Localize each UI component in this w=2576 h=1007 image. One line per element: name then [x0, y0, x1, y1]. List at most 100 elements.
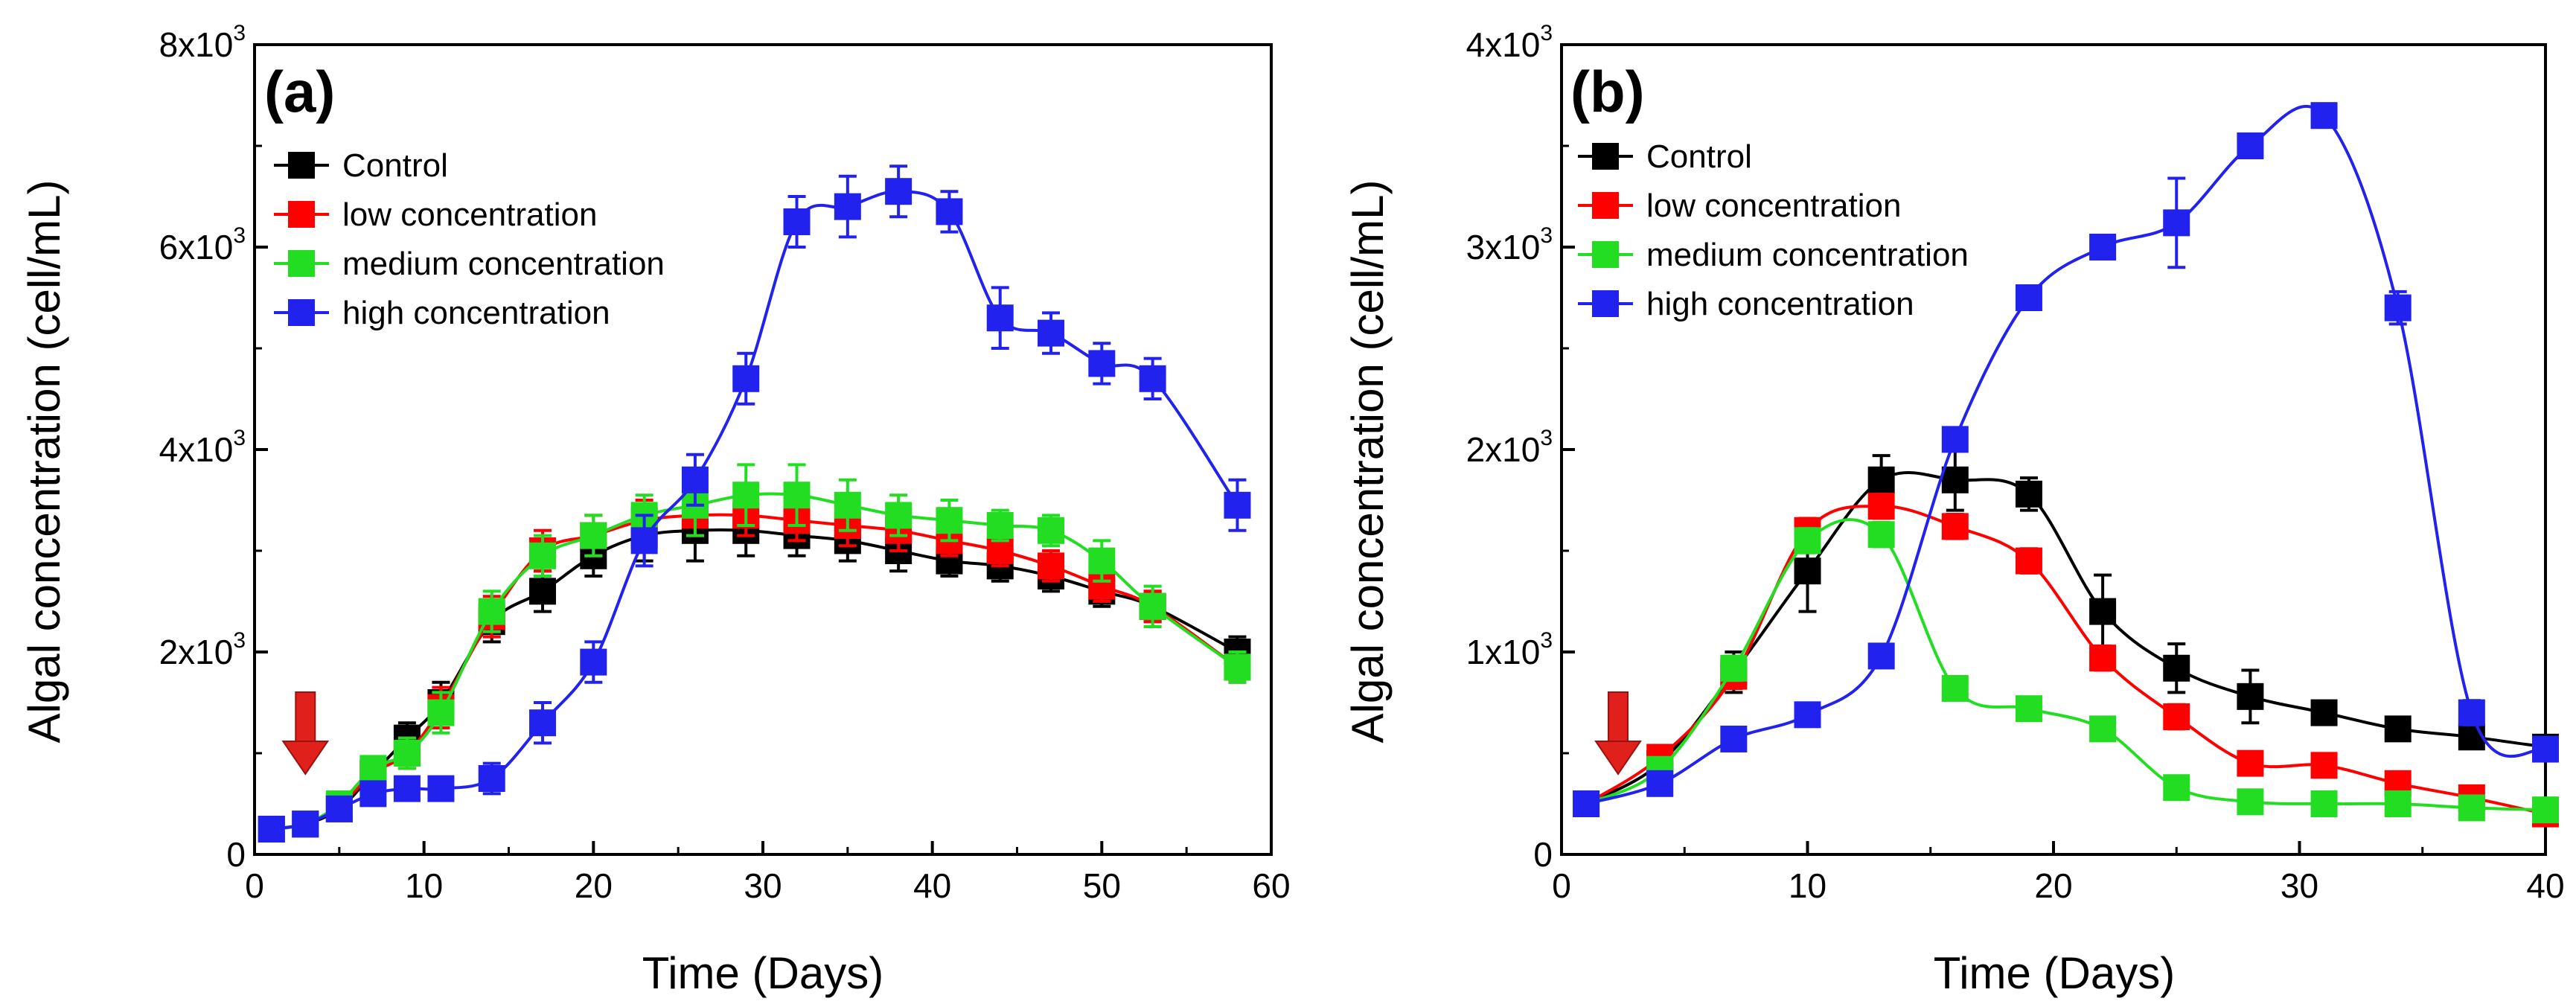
panel-b-data-point: [2384, 294, 2412, 322]
panel-a-data-point: [885, 502, 913, 529]
panel-b-data-point: [1867, 642, 1895, 670]
panel-b-x-tick-label: 0: [1552, 866, 1571, 905]
panel-a-x-tick-label: 20: [575, 866, 613, 905]
panel-b-data-point: [2089, 598, 2117, 625]
panel-a-legend-label: high concentration: [342, 295, 610, 331]
panel-b-data-point: [2384, 790, 2412, 817]
panel-a-x-tick-label: 0: [245, 866, 264, 905]
panel-a-data-point: [986, 512, 1014, 539]
panel-a-arrow-shaft: [295, 691, 316, 744]
panel-a-data-point: [732, 482, 760, 509]
panel-b-x-tick-label: 10: [1789, 866, 1826, 905]
panel-b-data-point: [1646, 770, 1674, 797]
panel-b-data-point: [2458, 699, 2485, 726]
panel-b-data-point: [1941, 513, 1969, 540]
panel-a-arrow-head: [281, 741, 330, 776]
panel-b-data-point: [2163, 654, 2190, 682]
panel-a-data-point: [1224, 491, 1251, 519]
panel-b-data-point: [2015, 695, 2042, 723]
panel-a-legend-label: medium concentration: [342, 246, 665, 282]
panel-a-down-arrow-icon: [281, 691, 330, 776]
panel-b-data-point: [1867, 521, 1895, 549]
panel-a-data-point: [681, 466, 709, 493]
panel-a-data-point: [478, 765, 505, 792]
panel-a-x-axis-title: Time (Days): [642, 948, 883, 998]
panel-a-data-point: [427, 775, 455, 802]
panel-b-series-line: [1585, 470, 2546, 805]
panel-b-data-point: [1794, 701, 1821, 729]
panel-b-legend-marker: [1592, 143, 1619, 170]
panel-b-legend-label: medium concentration: [1646, 237, 1969, 273]
panel-a-legend-marker: [288, 250, 315, 277]
panel-a-data-point: [325, 795, 353, 822]
chart-panel-a: (a) Time (Days) Algal concentration (cel…: [19, 21, 1291, 998]
panel-b-data-point: [2310, 699, 2338, 726]
panel-b-data-point: [1573, 790, 1600, 817]
panel-a-data-point: [986, 304, 1014, 332]
panel-a-x-tick-label: 40: [913, 866, 951, 905]
panel-a-data-point: [1038, 552, 1065, 580]
panel-a-legend-marker: [288, 299, 315, 326]
panel-b-label: (b): [1570, 59, 1645, 124]
panel-a-data-point: [529, 578, 557, 605]
panel-b-data-point: [2237, 132, 2264, 159]
panel-a-data-point: [258, 816, 285, 843]
panel-b-data-point: [2237, 682, 2264, 710]
panel-b-data-point: [2089, 645, 2117, 672]
panel-b-data-point: [2532, 735, 2559, 763]
panel-b-data-point: [2163, 703, 2190, 731]
panel-a-legend-marker: [288, 201, 315, 228]
panel-a-x-tick-label: 30: [744, 866, 782, 905]
panel-a-data-point: [885, 178, 913, 205]
panel-b-data-point: [1941, 466, 1969, 493]
panel-a-data-point: [1139, 365, 1166, 392]
panel-a-label: (a): [264, 59, 335, 124]
panel-b-y-tick-label: 1x103: [1466, 628, 1553, 671]
panel-a-data-point: [1139, 592, 1166, 620]
panel-b-data-point: [2532, 796, 2559, 824]
panel-a-data-point: [478, 598, 505, 625]
panel-a-y-tick-label: 0: [226, 835, 246, 874]
panel-b-legend-label: high concentration: [1646, 286, 1914, 322]
panel-b-data-point: [2015, 284, 2042, 311]
panel-b-y-axis-title: Algal concentration (cell/mL): [1343, 179, 1393, 743]
panel-a-x-tick-label: 50: [1083, 866, 1121, 905]
panel-b-y-tick-label: 3x103: [1466, 223, 1553, 266]
panel-b-data-point: [2458, 794, 2485, 822]
panel-a-data-point: [783, 482, 811, 509]
panel-b-legend-marker: [1592, 241, 1619, 268]
panel-b-data-point: [1867, 466, 1895, 493]
panel-a-data-point: [580, 648, 607, 676]
panel-b-data-point: [2089, 715, 2117, 743]
panel-a-y-axis-title: Algal concentration (cell/mL): [19, 179, 69, 743]
panel-a-data-point: [1038, 517, 1065, 544]
panel-b-legend-marker: [1592, 192, 1619, 219]
panel-b-data-point: [1720, 654, 1748, 682]
panel-b-data-point: [1941, 674, 1969, 702]
panel-b-x-tick-label: 20: [2034, 866, 2072, 905]
panel-b-x-tick-label: 30: [2281, 866, 2318, 905]
panel-a-data-point: [1224, 653, 1251, 681]
panel-b-data-point: [2310, 752, 2338, 779]
chart-panel-b: (b) Time (Days) Algal concentration (cel…: [1343, 21, 2565, 998]
panel-b-arrow-head: [1594, 741, 1642, 776]
panel-a-data-point: [783, 208, 811, 235]
panel-a-data-point: [393, 740, 421, 767]
panel-b-data-point: [2015, 547, 2042, 575]
panel-b-legend-label: Control: [1646, 138, 1752, 175]
panel-a-data-point: [359, 755, 387, 782]
panel-b-down-arrow-icon: [1594, 691, 1642, 776]
panel-a-data-point: [936, 507, 963, 534]
panel-b-data-point: [1720, 725, 1748, 752]
panel-b-data-point: [1794, 527, 1821, 554]
panel-a-y-tick-label: 4x103: [159, 426, 246, 469]
panel-a-data-point: [359, 780, 387, 808]
panel-b-y-tick-label: 4x103: [1466, 21, 1553, 64]
panel-b-data-point: [2237, 749, 2264, 777]
panel-b-data-point: [2310, 102, 2338, 130]
panel-a-data-point: [1038, 319, 1065, 347]
panel-a-y-tick-label: 8x103: [159, 21, 246, 64]
panel-b-x-tick-label: 40: [2526, 866, 2564, 905]
panel-a-data-point: [1088, 350, 1116, 377]
